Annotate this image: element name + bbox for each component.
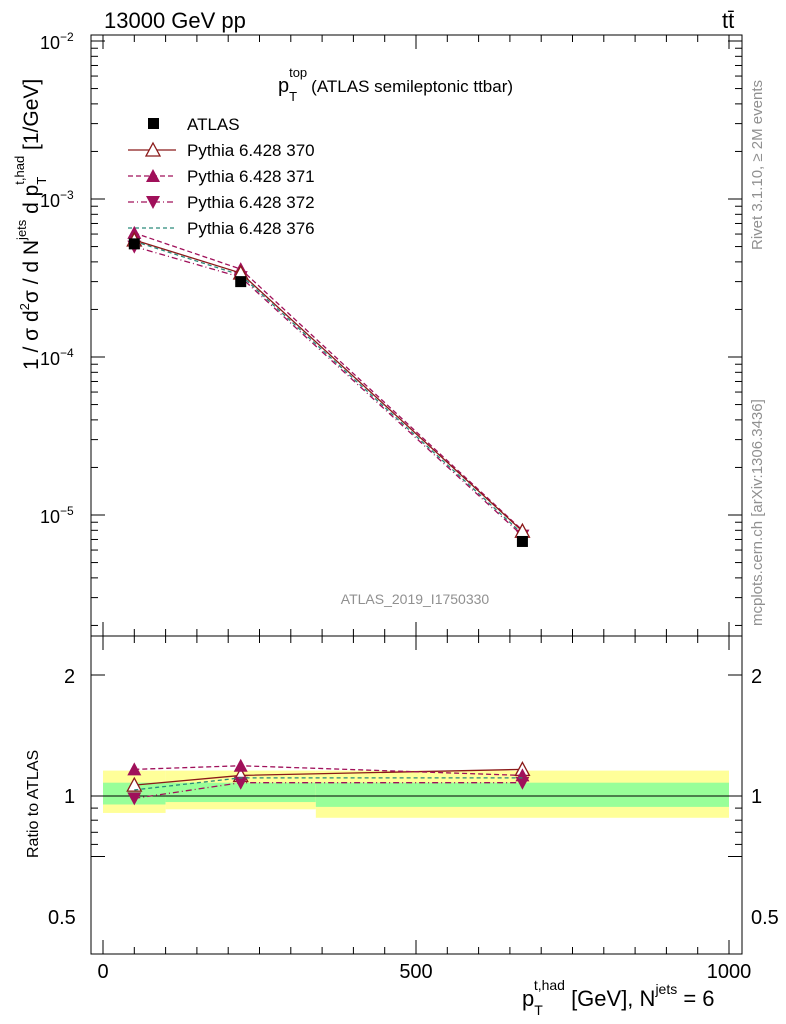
main-point-s0-1 (235, 276, 247, 288)
legend-marker-atlas (148, 118, 159, 129)
legend-label-376: Pythia 6.428 376 (187, 219, 315, 238)
chart-title: pTtop(ATLAS semileptonic ttbar) (278, 65, 513, 104)
x-tick-labels: 0 500 1000 (97, 961, 751, 983)
legend-label-372: Pythia 6.428 372 (187, 193, 315, 212)
legend-marker-372 (146, 196, 160, 209)
ratio-axis-ticks (91, 636, 742, 954)
xtick-label-1000: 1000 (707, 961, 752, 983)
legend-marker-370 (144, 141, 162, 157)
legend: ATLAS Pythia 6.428 370 Pythia 6.428 371 … (128, 115, 315, 238)
xtick-label-0: 0 (97, 961, 108, 983)
main-ytick-label-1e-4: 10−4 (40, 346, 74, 369)
legend-item-atlas: ATLAS (148, 115, 240, 134)
ratio-ytick-label-05-right: 0.5 (751, 907, 779, 929)
ratio-point-s2-0 (127, 762, 142, 776)
ratio-point-s3-1 (233, 776, 248, 790)
ratio-ytick-label-05-left: 0.5 (48, 907, 76, 929)
ratio-ytick-label-1-right: 1 (751, 786, 762, 808)
legend-item-370: Pythia 6.428 370 (128, 141, 315, 160)
ratio-y-axis-label: Ratio to ATLAS (25, 750, 42, 858)
ratio-series-group (126, 758, 531, 806)
main-point-s0-2 (516, 535, 528, 547)
main-axis-ticks (91, 35, 742, 636)
ratio-ytick-label-1-left: 1 (64, 786, 75, 808)
main-series-line-4 (134, 240, 523, 535)
main-y-axis-label: 1 / σ d2σ / d Njets d pTt,had [1/GeV] (12, 79, 49, 370)
main-point-s0-0 (128, 238, 140, 250)
watermark: ATLAS_2019_I1750330 (341, 591, 490, 607)
rivet-label: Rivet 3.1.10, ≥ 2M events (749, 80, 766, 250)
legend-label-371: Pythia 6.428 371 (187, 167, 315, 186)
main-ytick-label-1e-3: 10−3 (40, 188, 74, 211)
ratio-ytick-label-2-right: 2 (751, 666, 762, 688)
legend-label-370: Pythia 6.428 370 (187, 141, 315, 160)
ratio-point-s3-0 (127, 792, 142, 806)
main-series-line-2 (134, 232, 523, 531)
legend-item-371: Pythia 6.428 371 (128, 167, 315, 186)
ratio-point-s3-2 (515, 776, 530, 790)
ratio-bands (91, 770, 742, 818)
ratio-series-line-4 (134, 777, 523, 791)
ratio-point-s2-1 (233, 758, 248, 772)
main-series-line-1 (134, 239, 523, 532)
ratio-y-tick-labels: 2 1 0.5 2 1 0.5 (48, 666, 779, 929)
header-left: 13000 GeV pp (104, 8, 246, 33)
main-series-line-3 (134, 245, 523, 537)
main-ytick-label-1e-2: 10−2 (40, 30, 74, 53)
main-ytick-label-1e-5: 10−5 (40, 504, 74, 527)
legend-marker-371 (146, 169, 160, 182)
ratio-point-s1-0 (126, 776, 143, 792)
legend-item-372: Pythia 6.428 372 (128, 193, 315, 212)
mcplots-label: mcplots.cern.ch [arXiv:1306.3436] (749, 399, 766, 626)
legend-item-376: Pythia 6.428 376 (128, 219, 315, 238)
legend-label-atlas: ATLAS (187, 115, 240, 134)
main-series-group (126, 225, 531, 547)
ratio-band-inner-1 (165, 782, 316, 803)
xtick-label-500: 500 (399, 961, 432, 983)
ratio-ytick-label-2-left: 2 (64, 666, 75, 688)
main-y-tick-labels: 10−5 10−4 10−3 10−2 (40, 30, 74, 527)
header-right: tt̄ (722, 8, 734, 33)
x-axis-label: pTt,had [GeV], Njets = 6 (522, 977, 715, 1018)
